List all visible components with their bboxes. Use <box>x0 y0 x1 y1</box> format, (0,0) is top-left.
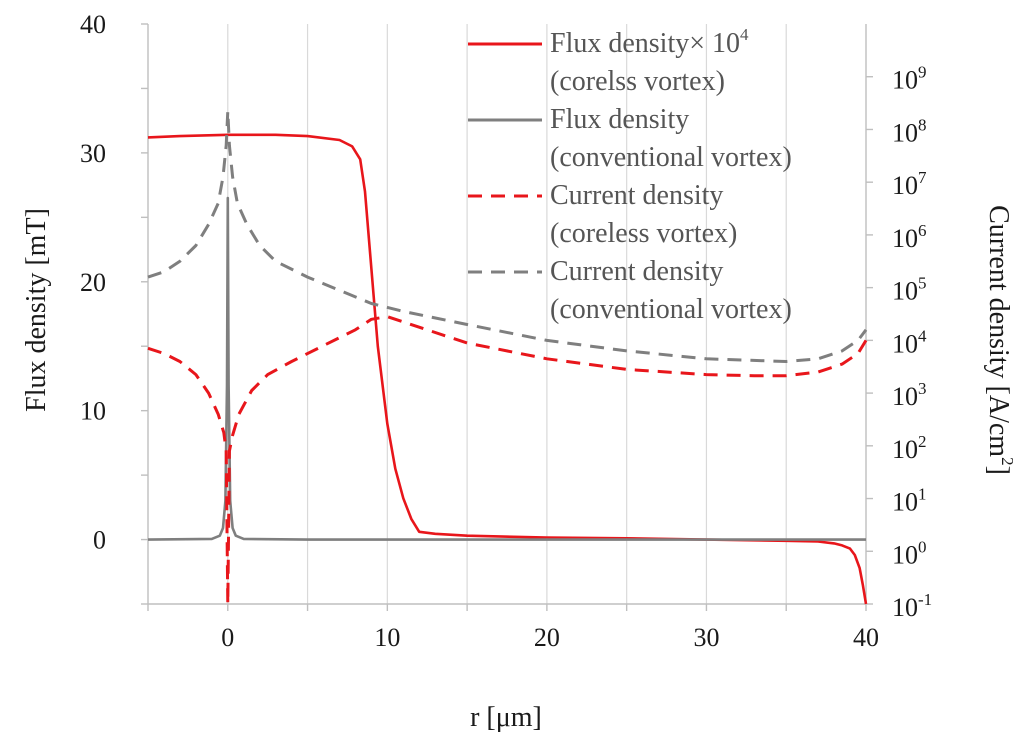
y-left-tick-label: 40 <box>80 10 106 39</box>
y-right-tick-exponent: 9 <box>918 63 927 82</box>
y-right-tick-base: 10 <box>892 435 918 464</box>
x-axis-title: r [μm] <box>470 702 542 733</box>
y-axis-left-title: Flux density [mT] <box>21 208 52 412</box>
x-tick-label: 30 <box>693 623 719 652</box>
y-right-tick-label: 10-1 <box>892 590 932 622</box>
y-axis-right-title: Current density [A/cm2] <box>983 205 1017 475</box>
y-right-tick-base: 10 <box>892 118 918 147</box>
y-left-tick-label: 0 <box>93 526 106 555</box>
y-right-tick-label: 101 <box>892 485 927 517</box>
y-right-tick-exponent: 3 <box>918 379 927 398</box>
y-axis-right-title-sup: 2 <box>998 457 1017 466</box>
y-right-tick-label: 109 <box>892 63 927 95</box>
y-axis-right-title-base: Current density [A/cm <box>983 205 1014 457</box>
axes <box>141 23 873 611</box>
y-right-tick-label: 105 <box>892 274 927 306</box>
y-right-tick-exponent: 1 <box>918 485 927 504</box>
y-right-tick-label: 102 <box>892 432 927 464</box>
y-right-tick-base: 10 <box>892 540 918 569</box>
x-tick-label: 20 <box>534 623 560 652</box>
y-right-tick-label: 107 <box>892 168 927 200</box>
gridlines <box>227 24 787 604</box>
y-right-tick-exponent: 0 <box>918 537 927 556</box>
y-axis-right-title-end: ] <box>983 466 1014 475</box>
series-line-1 <box>147 133 868 605</box>
y-right-tick-exponent: 8 <box>918 115 927 134</box>
y-right-tick-exponent: 6 <box>918 221 927 240</box>
y-right-tick-label: 104 <box>892 326 927 358</box>
y-right-tick-base: 10 <box>892 382 918 411</box>
legend-label-2: Flux density <box>550 104 689 135</box>
legend-label-text: (conventional vortex) <box>550 294 792 325</box>
legend-label-text: (conventional vortex) <box>550 142 792 173</box>
y-right-tick-label: 108 <box>892 115 927 147</box>
y-left-tick-label: 10 <box>80 397 106 426</box>
legend-label-1: (corelss vortex) <box>550 66 725 97</box>
legend-label-2: (conventional vortex) <box>550 142 792 173</box>
y-left-tick-label: 30 <box>80 139 106 168</box>
y-right-tick-exponent: 5 <box>918 274 927 293</box>
y-left-tick-label: 20 <box>80 268 106 297</box>
y-right-tick-label: 106 <box>892 221 927 253</box>
series-layer <box>147 109 868 606</box>
legend-label-text: Current density <box>550 180 723 211</box>
x-tick-label: 40 <box>853 623 879 652</box>
x-tick-label: 0 <box>221 623 234 652</box>
legend-label-4: (conventional vortex) <box>550 294 792 325</box>
y-right-tick-base: 10 <box>892 277 918 306</box>
series-line-3 <box>147 315 868 606</box>
y-right-tick-exponent: -1 <box>918 590 932 609</box>
y-right-tick-exponent: 7 <box>918 168 927 187</box>
legend-label-text: (coreless vortex) <box>550 218 737 249</box>
legend-label-3: Current density <box>550 180 723 211</box>
y-right-tick-label: 103 <box>892 379 927 411</box>
y-right-tick-base: 10 <box>892 593 918 622</box>
y-right-tick-base: 10 <box>892 171 918 200</box>
legend: Flux density× 104 (corelss vortex) Flux de… <box>468 25 792 325</box>
legend-label-text: (corelss vortex) <box>550 66 725 97</box>
x-tick-label: 10 <box>374 623 400 652</box>
tick-labels: 0 10 20 30 4001020304010-1100101102103104105… <box>80 10 932 652</box>
legend-label-4: Current density <box>550 256 723 287</box>
y-right-tick-exponent: 4 <box>918 326 927 345</box>
y-right-tick-base: 10 <box>892 66 918 95</box>
legend-label-text: Flux density× 10 <box>550 28 740 59</box>
legend-label-text: Current density <box>550 256 723 287</box>
legend-label-text: Flux density <box>550 104 689 135</box>
legend-label-3: (coreless vortex) <box>550 218 737 249</box>
legend-label-exponent: 4 <box>740 25 749 44</box>
y-right-tick-base: 10 <box>892 329 918 358</box>
legend-label-1: Flux density× 104 <box>550 25 749 59</box>
series-line-4 <box>147 109 868 363</box>
y-right-tick-base: 10 <box>892 224 918 253</box>
y-right-tick-exponent: 2 <box>918 432 927 451</box>
y-right-tick-base: 10 <box>892 488 918 517</box>
y-right-tick-label: 100 <box>892 537 927 569</box>
series-line-2 <box>147 196 866 541</box>
